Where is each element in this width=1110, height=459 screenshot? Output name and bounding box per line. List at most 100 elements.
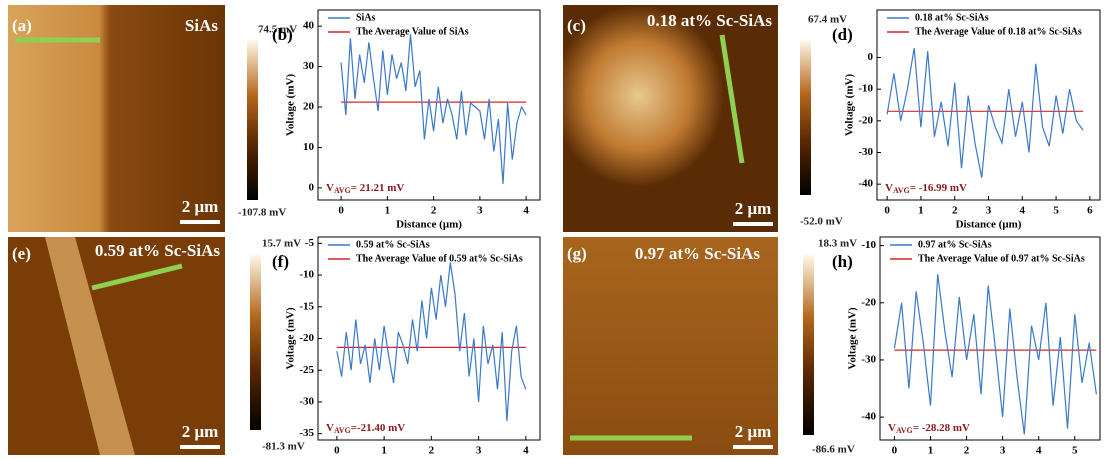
scale-bar bbox=[180, 220, 220, 224]
annotation-subscript: AVG bbox=[334, 426, 351, 435]
colorbar bbox=[803, 255, 814, 435]
x-tick-label: 0 bbox=[338, 205, 344, 217]
average-annotation: VAVG= 21.21 mV bbox=[326, 182, 404, 195]
x-tick-label: 2 bbox=[429, 445, 435, 457]
y-tick-label: -30 bbox=[299, 395, 314, 407]
plot-frame bbox=[317, 9, 541, 201]
colorbar-max: 67.4 mV bbox=[808, 14, 847, 26]
y-tick-label: -10 bbox=[299, 269, 314, 281]
panel-label: (g) bbox=[567, 244, 587, 263]
y-axis-label: Voltage (mV) bbox=[285, 74, 297, 137]
legend-label: The Average Value of 0.59 at% Sc-SiAs bbox=[356, 253, 523, 264]
annotation-text: = 21.21 mV bbox=[351, 182, 405, 194]
y-axis-label: Voltage (mV) bbox=[285, 307, 297, 370]
x-tick-label: 5 bbox=[1072, 445, 1078, 457]
legend-label: The Average Value of SiAs bbox=[356, 26, 469, 37]
y-tick-label: -30 bbox=[861, 353, 876, 365]
colorbar-max: 18.3 mV bbox=[818, 238, 857, 250]
colorbar-min: -86.6 mV bbox=[812, 444, 855, 456]
y-tick-label: -40 bbox=[858, 178, 873, 190]
colorbar-min: -81.3 mV bbox=[262, 441, 305, 453]
y-tick-label: -25 bbox=[299, 364, 314, 376]
image-title: 0.18 at% Sc-SiAs bbox=[647, 11, 773, 30]
colorbar-max: 74.5 mV bbox=[258, 24, 297, 36]
x-tick-label: 2 bbox=[952, 205, 958, 217]
annotation-subscript: AVG bbox=[334, 186, 351, 195]
profile-line bbox=[719, 34, 745, 164]
x-tick-label: 3 bbox=[476, 445, 482, 457]
colorbar bbox=[800, 40, 811, 195]
data-line bbox=[340, 34, 527, 184]
y-tick-label: -5 bbox=[305, 237, 315, 249]
legend-label: 0.59 at% Sc-SiAs bbox=[356, 239, 430, 250]
annotation-subscript: AVG bbox=[896, 426, 913, 435]
y-axis-label: Voltage (mV) bbox=[847, 307, 859, 370]
y-tick-label: -10 bbox=[861, 239, 876, 251]
profile-line bbox=[91, 263, 183, 291]
x-tick-label: 4 bbox=[523, 205, 529, 217]
annotation-symbol: V bbox=[326, 182, 334, 194]
scale-bar-label: 2 μm bbox=[182, 197, 219, 216]
y-tick-label: 0 bbox=[868, 51, 874, 63]
y-tick-label: 10 bbox=[303, 141, 315, 153]
data-line bbox=[886, 47, 1084, 178]
annotation-symbol: V bbox=[885, 182, 893, 194]
x-tick-label: 3 bbox=[986, 205, 992, 217]
image-title: SiAs bbox=[185, 16, 218, 35]
annotation-text: = -28.28 mV bbox=[913, 422, 970, 434]
panel-label: (c) bbox=[567, 16, 586, 35]
y-tick-label: -10 bbox=[858, 83, 873, 95]
average-annotation: VAVG=-21.40 mV bbox=[326, 422, 405, 435]
panel-label: (b) bbox=[272, 25, 293, 44]
scale-bar-label: 2 μm bbox=[735, 422, 772, 441]
annotation-text: = -16.99 mV bbox=[910, 182, 967, 194]
kpfm-map bbox=[563, 237, 778, 455]
image-title: 0.59 at% Sc-SiAs bbox=[95, 241, 221, 260]
legend-label: 0.97 at% Sc-SiAs bbox=[918, 239, 992, 250]
y-tick-label: -20 bbox=[299, 332, 314, 344]
y-tick-label: 0 bbox=[309, 181, 315, 193]
panel-label: (f) bbox=[272, 252, 289, 271]
y-tick-label: 20 bbox=[303, 101, 315, 113]
annotation-subscript: AVG bbox=[893, 186, 910, 195]
kpfm-map bbox=[563, 5, 778, 232]
y-tick-label: 40 bbox=[303, 20, 315, 32]
scale-bar-label: 2 μm bbox=[735, 199, 772, 218]
image-c: (c) 0.18 at% Sc-SiAs 2 μm 67.4 mV -52.0 … bbox=[563, 5, 847, 232]
y-tick-label: -20 bbox=[861, 296, 876, 308]
image-e: (e) 0.59 at% Sc-SiAs 2 μm 15.7 mV -81.3 … bbox=[8, 237, 305, 455]
x-axis-label: Distance (μm) bbox=[956, 219, 1022, 231]
scale-bar bbox=[180, 445, 220, 449]
panel-label: (e) bbox=[12, 244, 31, 263]
panel-label: (h) bbox=[832, 252, 853, 271]
colorbar-max: 15.7 mV bbox=[262, 238, 301, 250]
x-tick-label: 3 bbox=[1000, 445, 1006, 457]
image-a: (a) SiAs 2 μm 74.5 mV -107.8 mV bbox=[8, 5, 297, 232]
x-tick-label: 4 bbox=[523, 445, 529, 457]
colorbar-min: -52.0 mV bbox=[800, 216, 843, 228]
legend-label: The Average Value of 0.18 at% Sc-SiAs bbox=[915, 26, 1082, 37]
image-title: 0.97 at% Sc-SiAs bbox=[635, 244, 761, 263]
y-tick-label: -35 bbox=[299, 427, 314, 439]
legend-label: SiAs bbox=[356, 12, 376, 23]
legend-label: The Average Value of 0.97 at% Sc-SiAs bbox=[918, 253, 1085, 264]
plot-frame bbox=[879, 236, 1101, 441]
average-annotation: VAVG= -28.28 mV bbox=[888, 422, 970, 435]
x-tick-label: 1 bbox=[918, 205, 924, 217]
x-tick-label: 2 bbox=[964, 445, 970, 457]
x-tick-label: 6 bbox=[1087, 205, 1093, 217]
data-line bbox=[893, 274, 1097, 435]
colorbar bbox=[247, 40, 258, 200]
y-tick-label: -40 bbox=[861, 411, 876, 423]
average-annotation: VAVG= -16.99 mV bbox=[885, 182, 967, 195]
y-tick-label: -20 bbox=[858, 114, 873, 126]
y-tick-label: 30 bbox=[303, 60, 315, 72]
annotation-symbol: V bbox=[888, 422, 896, 434]
scale-bar-label: 2 μm bbox=[182, 422, 219, 441]
y-tick-label: -30 bbox=[858, 146, 873, 158]
boundary bbox=[45, 237, 135, 455]
x-tick-label: 3 bbox=[477, 205, 483, 217]
x-tick-label: 1 bbox=[381, 445, 387, 457]
panel-label: (a) bbox=[12, 16, 32, 35]
colorbar bbox=[250, 255, 261, 430]
